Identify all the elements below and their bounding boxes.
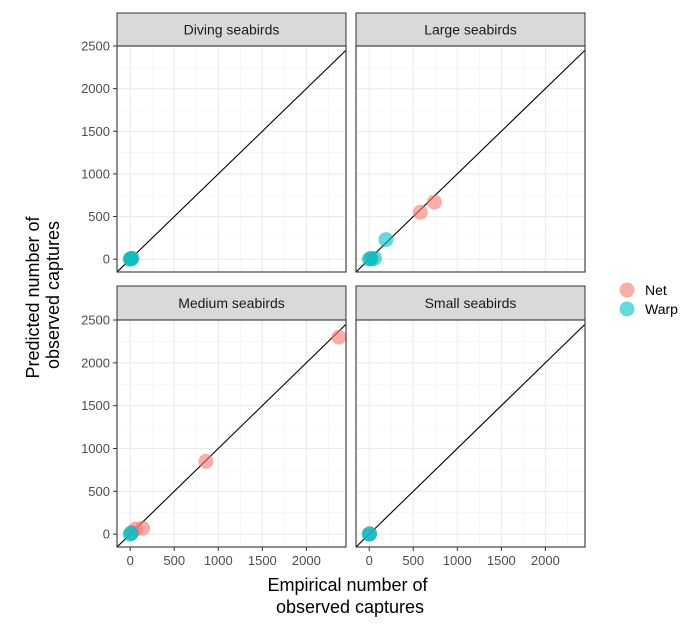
facet-panel: Small seabirds 0 500 1000 1500 2000 — [355, 285, 586, 568]
data-point-warp — [361, 251, 377, 267]
panel-border — [116, 45, 347, 273]
x-axis-title-line-2: observed captures — [276, 597, 424, 617]
x-axis-title-line-1: Empirical number of — [267, 575, 428, 595]
facet-panel: Large seabirds — [355, 12, 586, 273]
y-tick-label: 1000 — [81, 166, 110, 181]
x-tick-label: 1500 — [248, 553, 277, 568]
y-tick-label: 2500 — [81, 39, 110, 54]
panel-border — [116, 319, 347, 548]
x-axis-title: Empirical number of observed captures — [267, 575, 432, 617]
data-point-warp — [362, 526, 378, 542]
x-tick-label: 2000 — [292, 553, 321, 568]
data-point-warp — [124, 250, 140, 266]
x-tick-label: 1000 — [204, 553, 233, 568]
data-point-net — [426, 194, 442, 210]
y-tick-label: 1500 — [81, 398, 110, 413]
legend-key-net — [619, 282, 635, 298]
facet-panel: Medium seabirds 0 500 1000 1500 2000 2500 0 500 1… — [81, 285, 347, 568]
data-point-net — [198, 453, 214, 469]
y-axis-title: Predicted number of observed captures — [23, 211, 63, 378]
y-tick-label: 1500 — [81, 124, 110, 139]
facet-title: Large seabirds — [424, 22, 517, 38]
data-point-net — [331, 329, 346, 345]
x-tick-label: 500 — [163, 553, 185, 568]
x-tick-label: 1000 — [443, 553, 472, 568]
facet-title: Diving seabirds — [184, 22, 280, 38]
panel-border — [355, 319, 586, 548]
y-tick-label: 2000 — [81, 81, 110, 96]
y-tick-label: 1000 — [81, 441, 110, 456]
data-point-warp — [122, 526, 138, 542]
y-axis-title-line-2: observed captures — [43, 221, 63, 369]
identity-reference-line — [356, 323, 585, 547]
facet-title: Small seabirds — [425, 295, 517, 311]
data-point-net — [412, 204, 428, 220]
x-tick-label: 0 — [366, 553, 373, 568]
identity-reference-line — [117, 49, 346, 272]
legend-label-warp: Warp — [645, 301, 678, 317]
data-point-warp — [378, 232, 394, 248]
y-tick-label: 0 — [103, 252, 110, 267]
facet-panels: Diving seabirds 0 500 1000 1500 2000 2500 Large… — [81, 12, 586, 568]
x-tick-label: 1500 — [487, 553, 516, 568]
facet-title: Medium seabirds — [178, 295, 285, 311]
y-tick-label: 500 — [88, 209, 110, 224]
identity-reference-line — [356, 49, 585, 272]
identity-reference-line — [117, 323, 346, 547]
facet-strip — [116, 285, 347, 321]
x-tick-label: 0 — [127, 553, 134, 568]
y-axis-title-line-1: Predicted number of — [23, 215, 43, 378]
y-tick-label: 0 — [103, 527, 110, 542]
facet-strip — [116, 12, 347, 47]
x-tick-label: 2000 — [531, 553, 560, 568]
x-tick-label: 500 — [402, 553, 424, 568]
y-tick-label: 500 — [88, 484, 110, 499]
legend-label-net: Net — [645, 282, 667, 298]
panel-border — [355, 45, 586, 273]
legend-key-warp — [619, 301, 635, 317]
facet-panel: Diving seabirds 0 500 1000 1500 2000 2500 — [81, 12, 347, 273]
y-tick-label: 2500 — [81, 313, 110, 328]
y-tick-label: 2000 — [81, 355, 110, 370]
facet-strip — [355, 285, 586, 321]
legend: Net Warp — [619, 282, 678, 317]
